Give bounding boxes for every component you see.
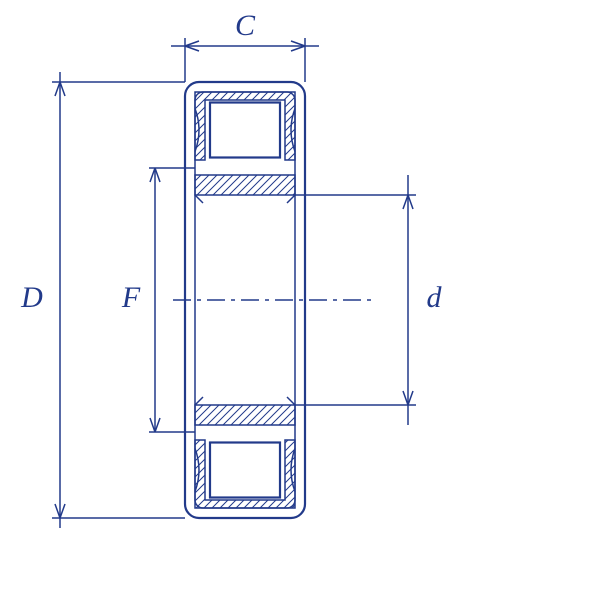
bearing-cross-section-diagram: D Fd C [0,0,600,600]
label-C: C [235,9,256,42]
roller-top [210,103,280,158]
label-D: D [20,281,43,314]
label-F: F [121,281,141,314]
inner-ring-hatch-top [195,175,295,195]
inner-ring-hatch-bottom [195,405,295,425]
label-d: d [427,281,443,314]
roller-bottom [210,443,280,498]
